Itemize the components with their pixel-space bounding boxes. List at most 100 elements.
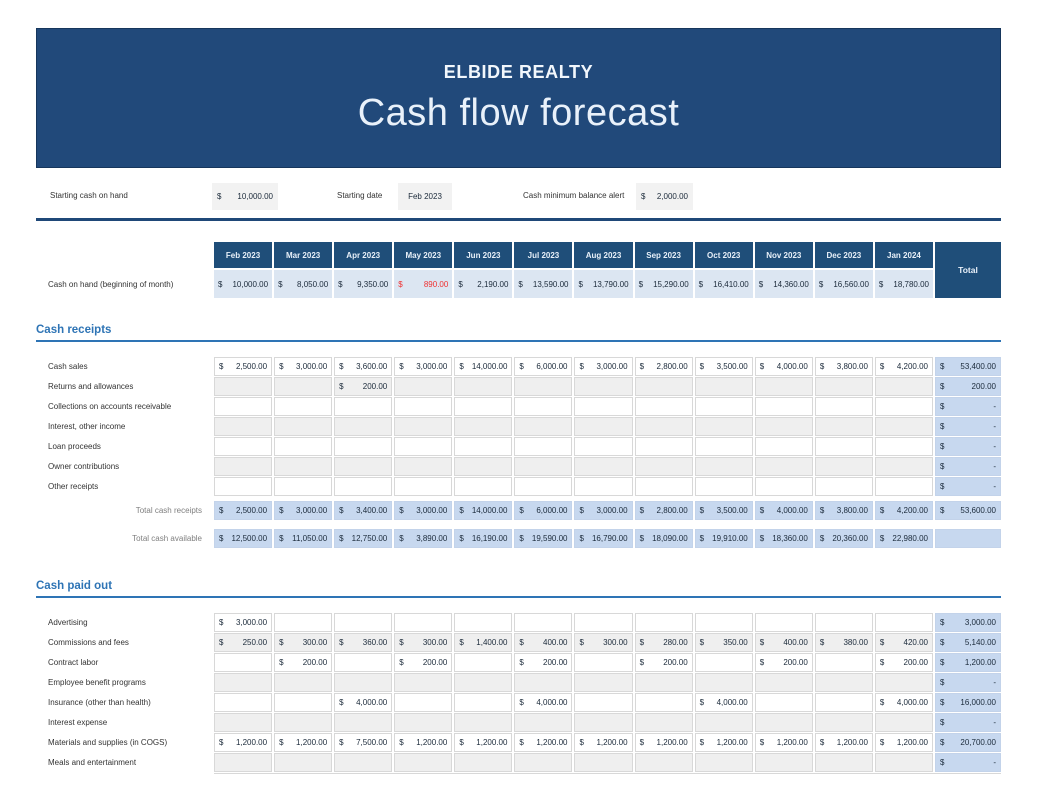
- value-cell[interactable]: [754, 477, 813, 496]
- value-cell[interactable]: [574, 613, 633, 632]
- cash-on-hand-cell[interactable]: $15,290.00: [634, 270, 693, 298]
- value-cell[interactable]: [814, 613, 873, 632]
- value-cell[interactable]: [514, 457, 573, 476]
- value-cell[interactable]: $1,200.00: [514, 733, 573, 752]
- value-cell[interactable]: [574, 713, 633, 732]
- value-cell[interactable]: [334, 713, 393, 732]
- value-cell[interactable]: [274, 753, 333, 772]
- value-cell[interactable]: $420.00: [874, 633, 933, 652]
- total-cell[interactable]: $ -: [934, 673, 1001, 692]
- value-cell[interactable]: [694, 613, 753, 632]
- total-cell[interactable]: $200.00: [934, 377, 1001, 396]
- value-cell[interactable]: [874, 477, 933, 496]
- total-cell[interactable]: $ -: [934, 753, 1001, 772]
- value-cell[interactable]: $14,000.00: [454, 357, 513, 376]
- value-cell[interactable]: [274, 457, 333, 476]
- value-cell[interactable]: [214, 753, 273, 772]
- value-cell[interactable]: [394, 613, 453, 632]
- value-cell[interactable]: [394, 397, 453, 416]
- value-cell[interactable]: $360.00: [334, 633, 393, 652]
- value-cell[interactable]: [574, 477, 633, 496]
- value-cell[interactable]: [634, 397, 693, 416]
- total-cell[interactable]: $1,200.00: [934, 653, 1001, 672]
- value-cell[interactable]: [454, 437, 513, 456]
- value-cell[interactable]: $400.00: [754, 633, 813, 652]
- value-cell[interactable]: [634, 673, 693, 692]
- cash-on-hand-cell[interactable]: $18,780.00: [874, 270, 933, 298]
- value-cell[interactable]: $4,000.00: [694, 693, 753, 712]
- value-cell[interactable]: [454, 417, 513, 436]
- value-cell[interactable]: [394, 713, 453, 732]
- value-cell[interactable]: [814, 673, 873, 692]
- value-cell[interactable]: $200.00: [274, 653, 333, 672]
- value-cell[interactable]: [514, 377, 573, 396]
- value-cell[interactable]: [334, 417, 393, 436]
- value-cell[interactable]: [634, 417, 693, 436]
- value-cell[interactable]: $3,800.00: [814, 357, 873, 376]
- value-cell[interactable]: $3,600.00: [334, 357, 393, 376]
- value-cell[interactable]: [394, 417, 453, 436]
- cash-on-hand-cell[interactable]: $16,560.00: [814, 270, 873, 298]
- value-cell[interactable]: [394, 377, 453, 396]
- value-cell[interactable]: [574, 397, 633, 416]
- value-cell[interactable]: [334, 457, 393, 476]
- value-cell[interactable]: [214, 713, 273, 732]
- value-cell[interactable]: [634, 377, 693, 396]
- summary-value-cell[interactable]: $16,790.00: [574, 529, 633, 548]
- value-cell[interactable]: $380.00: [814, 633, 873, 652]
- value-cell[interactable]: [514, 437, 573, 456]
- value-cell[interactable]: [634, 713, 693, 732]
- summary-value-cell[interactable]: $19,910.00: [694, 529, 753, 548]
- value-cell[interactable]: [334, 397, 393, 416]
- value-cell[interactable]: [274, 613, 333, 632]
- value-cell[interactable]: [334, 673, 393, 692]
- summary-value-cell[interactable]: $4,200.00: [874, 501, 933, 520]
- cash-on-hand-cell[interactable]: $890.00: [394, 270, 453, 298]
- value-cell[interactable]: [214, 673, 273, 692]
- value-cell[interactable]: [214, 653, 273, 672]
- value-cell[interactable]: [274, 417, 333, 436]
- total-cell[interactable]: $20,700.00: [934, 733, 1001, 752]
- value-cell[interactable]: [394, 457, 453, 476]
- value-cell[interactable]: [694, 417, 753, 436]
- value-cell[interactable]: $2,500.00: [214, 357, 273, 376]
- value-cell[interactable]: [454, 713, 513, 732]
- value-cell[interactable]: [334, 477, 393, 496]
- value-cell[interactable]: [874, 437, 933, 456]
- value-cell[interactable]: [874, 673, 933, 692]
- value-cell[interactable]: $6,000.00: [514, 357, 573, 376]
- value-cell[interactable]: $1,200.00: [634, 733, 693, 752]
- value-cell[interactable]: $1,200.00: [394, 733, 453, 752]
- value-cell[interactable]: [694, 397, 753, 416]
- value-cell[interactable]: [754, 377, 813, 396]
- summary-value-cell[interactable]: $3,000.00: [574, 501, 633, 520]
- value-cell[interactable]: [694, 377, 753, 396]
- value-cell[interactable]: $1,200.00: [574, 733, 633, 752]
- value-cell[interactable]: [754, 613, 813, 632]
- value-cell[interactable]: [274, 477, 333, 496]
- value-cell[interactable]: $400.00: [514, 633, 573, 652]
- value-cell[interactable]: [814, 477, 873, 496]
- total-cell[interactable]: $3,000.00: [934, 613, 1001, 632]
- value-cell[interactable]: $3,000.00: [394, 357, 453, 376]
- value-cell[interactable]: [274, 437, 333, 456]
- value-cell[interactable]: $200.00: [634, 653, 693, 672]
- value-cell[interactable]: $1,200.00: [874, 733, 933, 752]
- value-cell[interactable]: [574, 673, 633, 692]
- value-cell[interactable]: [814, 713, 873, 732]
- value-cell[interactable]: [694, 457, 753, 476]
- value-cell[interactable]: [694, 713, 753, 732]
- value-cell[interactable]: [574, 457, 633, 476]
- value-cell[interactable]: $1,200.00: [214, 733, 273, 752]
- value-cell[interactable]: $3,000.00: [574, 357, 633, 376]
- value-cell[interactable]: [874, 613, 933, 632]
- value-cell[interactable]: [514, 477, 573, 496]
- value-cell[interactable]: $2,800.00: [634, 357, 693, 376]
- summary-value-cell[interactable]: $12,500.00: [214, 529, 273, 548]
- value-cell[interactable]: [874, 713, 933, 732]
- summary-value-cell[interactable]: $3,400.00: [334, 501, 393, 520]
- value-cell[interactable]: [454, 673, 513, 692]
- cash-on-hand-cell[interactable]: $14,360.00: [754, 270, 813, 298]
- value-cell[interactable]: [694, 477, 753, 496]
- summary-value-cell[interactable]: $2,500.00: [214, 501, 273, 520]
